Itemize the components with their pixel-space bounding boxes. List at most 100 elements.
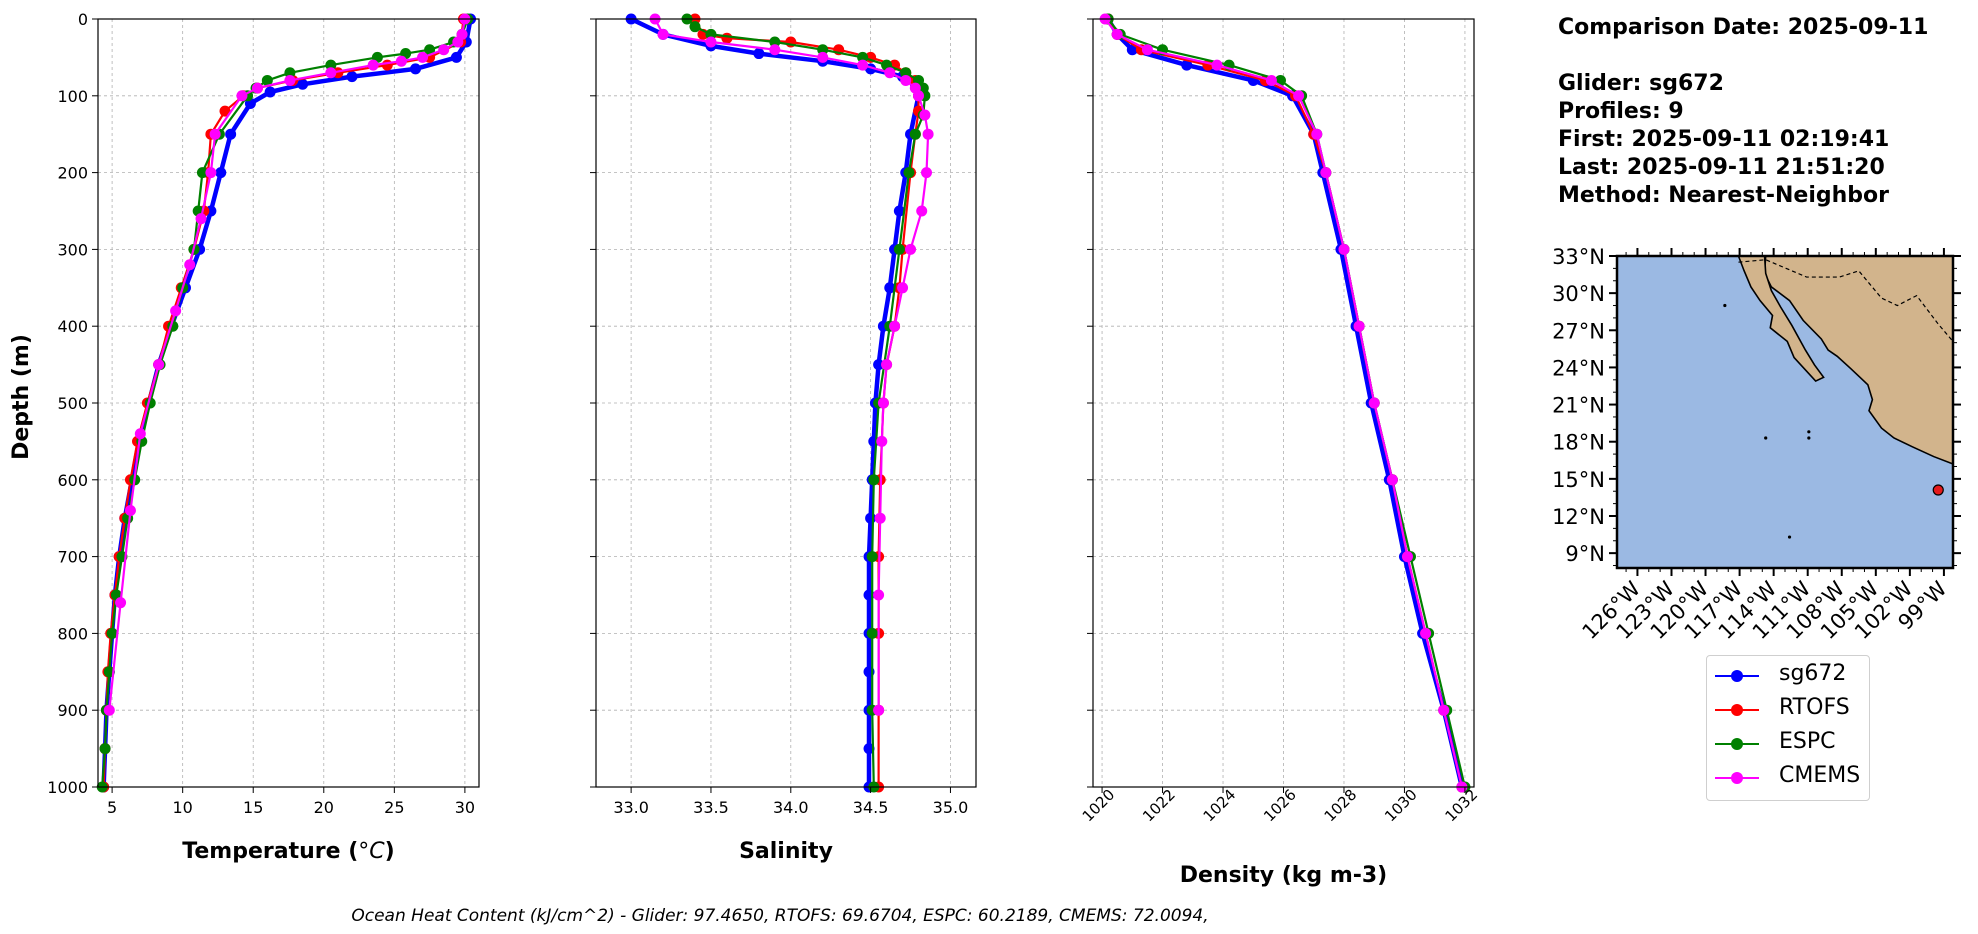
legend-item: RTOFS <box>1707 692 1869 726</box>
data-point-cmems <box>897 282 909 294</box>
legend-label: RTOFS <box>1779 695 1850 720</box>
data-point-cmems <box>922 128 934 140</box>
data-point-cmems <box>1368 397 1380 409</box>
x-tick-label: 1024 <box>1200 786 1240 826</box>
data-point-cmems <box>195 213 207 225</box>
lat-label: 33°N <box>1552 245 1605 269</box>
x-tick-label: 33.5 <box>693 798 729 817</box>
salinity-panel: 33.0 33.5 34.0 34.5 35.0 Salinity <box>590 13 977 864</box>
series-line-rtofs <box>102 18 465 788</box>
x-axis-label-unit: °C <box>358 839 385 864</box>
lat-label: 9°N <box>1565 542 1605 566</box>
legend-marker <box>1731 704 1743 716</box>
x-tick-label: 34.5 <box>853 798 889 817</box>
x-tick-label: 10 <box>172 798 192 817</box>
data-point-cmems <box>103 704 115 716</box>
lat-label: 12°N <box>1552 505 1605 529</box>
data-point-cmems <box>438 44 450 56</box>
data-point-cmems <box>251 82 263 94</box>
data-point-cmems <box>919 109 931 121</box>
y-tick-label: 100 <box>57 87 88 106</box>
data-point-cmems <box>900 74 912 86</box>
data-point-cmems <box>452 36 464 48</box>
data-point-cmems <box>1141 44 1153 56</box>
data-point-cmems <box>921 167 933 179</box>
x-tick-label: 1030 <box>1381 786 1421 826</box>
legend-item: ESPC <box>1707 726 1869 760</box>
data-point-sg672 <box>863 743 875 755</box>
y-tick-label: 200 <box>57 164 88 183</box>
data-point-espc <box>284 67 296 79</box>
data-point-espc <box>903 167 915 179</box>
data-point-cmems <box>170 305 182 317</box>
data-point-sg672 <box>893 205 905 217</box>
legend-marker <box>1731 772 1743 784</box>
data-point-cmems <box>236 90 248 102</box>
y-tick-label: 300 <box>57 240 88 259</box>
x-tick-label: 34.0 <box>773 798 809 817</box>
info-block: Comparison Date: 2025-09-11 Glider: sg67… <box>1558 14 1928 210</box>
data-point-cmems <box>1311 128 1323 140</box>
x-axis-label-text: Temperature ( <box>182 839 358 864</box>
data-point-espc <box>325 59 337 71</box>
data-point-cmems <box>874 512 886 524</box>
data-point-espc <box>817 44 829 56</box>
legend: sg672 RTOFS ESPC CMEMS <box>1706 655 1870 801</box>
data-point-cmems <box>1353 320 1365 332</box>
land-mainland <box>1763 255 1954 466</box>
data-point-espc <box>99 743 111 755</box>
data-point-cmems <box>134 428 146 440</box>
lat-label: 15°N <box>1552 468 1605 492</box>
data-point-cmems <box>153 359 165 371</box>
lat-label: 24°N <box>1552 356 1605 380</box>
data-point-espc <box>866 627 878 639</box>
data-point-sg672 <box>450 51 462 63</box>
data-point-espc <box>689 21 701 33</box>
data-point-cmems <box>884 67 896 79</box>
y-tick-label: 700 <box>57 548 88 567</box>
legend-label: ESPC <box>1779 729 1836 754</box>
data-point-sg672 <box>1181 59 1193 71</box>
y-tick-label: 900 <box>57 701 88 720</box>
x-tick-label: 1028 <box>1321 786 1361 826</box>
legend-item: sg672 <box>1707 658 1869 692</box>
data-point-cmems <box>705 36 717 48</box>
legend-marker <box>1731 738 1743 750</box>
data-point-cmems <box>873 589 885 601</box>
series-line-sg672 <box>1106 17 1465 788</box>
data-point-sg672 <box>225 128 237 140</box>
glider-name: Glider: sg672 <box>1558 71 1724 96</box>
lat-label: 30°N <box>1552 282 1605 306</box>
data-point-sg672 <box>873 359 885 371</box>
data-point-cmems <box>817 51 829 63</box>
data-point-espc <box>866 551 878 563</box>
data-point-cmems <box>877 397 889 409</box>
data-point-cmems <box>769 44 781 56</box>
data-point-cmems <box>1420 627 1432 639</box>
data-point-sg672 <box>297 78 309 90</box>
data-point-espc <box>196 167 208 179</box>
data-point-sg672 <box>215 167 227 179</box>
ocean-heat-content-caption: Ocean Heat Content (kJ/cm^2) - Glider: 9… <box>351 906 1209 926</box>
data-point-cmems <box>1320 167 1332 179</box>
y-tick-label: 800 <box>57 624 88 643</box>
y-tick-label: 500 <box>57 394 88 413</box>
data-point-cmems <box>205 167 217 179</box>
data-point-cmems <box>325 67 337 79</box>
data-point-sg672 <box>410 63 421 75</box>
data-point-sg672 <box>346 71 358 83</box>
data-point-cmems <box>905 243 917 255</box>
legend-marker <box>1731 670 1743 682</box>
data-point-cmems <box>209 128 221 140</box>
data-point-cmems <box>115 597 127 609</box>
border-line <box>1738 259 1954 342</box>
data-point-rtofs <box>381 59 393 71</box>
x-tick-label: 30 <box>455 798 475 817</box>
legend-label: sg672 <box>1779 661 1847 686</box>
data-point-cmems <box>1211 59 1223 71</box>
x-axis-label: Salinity <box>739 839 833 864</box>
legend-label: CMEMS <box>1779 763 1861 788</box>
data-point-cmems <box>1265 74 1277 86</box>
x-axis-label: Density (kg m-3) <box>1180 863 1388 888</box>
x-tick-label: 15 <box>243 798 263 817</box>
